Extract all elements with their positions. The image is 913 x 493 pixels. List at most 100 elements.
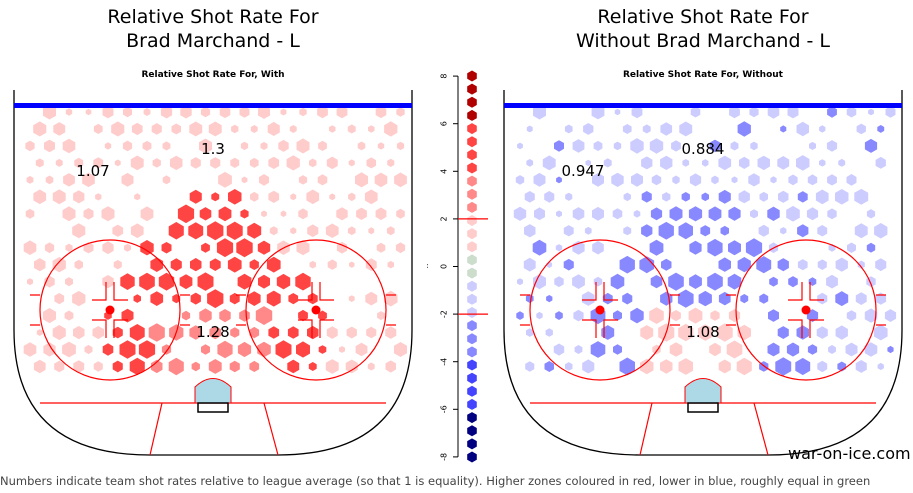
blue-line bbox=[504, 103, 902, 108]
legend-swatch bbox=[467, 346, 477, 358]
hex-bin bbox=[199, 138, 212, 154]
hex-bin bbox=[678, 358, 693, 375]
hex-bin bbox=[43, 308, 56, 324]
hex-bin bbox=[613, 141, 622, 151]
hex-bin bbox=[237, 273, 252, 290]
hex-bin bbox=[104, 142, 112, 150]
hex-bin bbox=[641, 156, 653, 170]
boards bbox=[503, 90, 903, 456]
hex-bin bbox=[348, 192, 356, 202]
hex-bin bbox=[250, 125, 258, 133]
hex-bin bbox=[259, 174, 269, 186]
hex-bin bbox=[309, 260, 316, 269]
hex-bin bbox=[280, 108, 287, 116]
hex-bin bbox=[25, 208, 35, 219]
hex-bin bbox=[642, 124, 651, 134]
hex-bin bbox=[817, 259, 827, 270]
hex-bin bbox=[307, 325, 319, 340]
hex-bin bbox=[738, 190, 750, 204]
hex-bin bbox=[678, 222, 693, 240]
hex-bin bbox=[536, 311, 543, 320]
hex-bin bbox=[707, 238, 723, 257]
hex-bin bbox=[641, 224, 653, 238]
hex-bin bbox=[847, 242, 856, 253]
hex-bin bbox=[807, 344, 818, 355]
hex-bin bbox=[112, 224, 124, 237]
legend-swatch bbox=[467, 109, 477, 121]
hex-bin bbox=[130, 155, 144, 171]
hex-bin bbox=[377, 142, 385, 150]
hex-bin bbox=[218, 206, 232, 222]
hex-bin bbox=[702, 159, 709, 167]
hex-bin bbox=[708, 206, 722, 222]
hex-bin bbox=[102, 105, 114, 119]
hex-bin bbox=[93, 157, 104, 169]
goal-net bbox=[687, 402, 719, 413]
hex-bin bbox=[720, 225, 729, 236]
hex-bin bbox=[365, 258, 377, 271]
legend-swatch bbox=[467, 333, 477, 345]
hex-bin bbox=[236, 238, 253, 258]
hex-bin bbox=[660, 359, 673, 374]
hex-bin bbox=[52, 257, 66, 273]
hex-bin bbox=[574, 345, 583, 354]
hex-bin bbox=[240, 209, 249, 219]
hex-bin bbox=[689, 274, 702, 289]
hex-bin bbox=[806, 207, 819, 221]
hex-bin bbox=[623, 192, 631, 202]
hex-bin bbox=[44, 139, 55, 153]
hex-bin bbox=[631, 105, 643, 119]
hex-bin bbox=[688, 307, 703, 324]
hex-bin bbox=[62, 138, 76, 154]
hex-bin bbox=[261, 210, 267, 218]
hex-bin bbox=[230, 327, 240, 338]
hex-bin bbox=[386, 226, 395, 236]
zone-label-point: 1.3 bbox=[201, 140, 225, 158]
legend-swatch bbox=[467, 385, 477, 397]
legend-swatch bbox=[467, 188, 477, 200]
hex-bin bbox=[778, 190, 789, 203]
hex-bin bbox=[114, 159, 121, 167]
hex-bin bbox=[142, 140, 152, 151]
hex-bin bbox=[690, 106, 701, 118]
hex-bin bbox=[718, 155, 732, 171]
hex-bin bbox=[815, 189, 829, 205]
hex-bin bbox=[268, 156, 280, 169]
hex-bin bbox=[211, 192, 220, 202]
hex-bin bbox=[610, 273, 625, 290]
legend-swatch bbox=[467, 215, 477, 226]
hex-bin bbox=[729, 105, 740, 119]
legend-swatch bbox=[467, 280, 477, 292]
legend-swatch bbox=[467, 162, 477, 174]
hex-bin bbox=[140, 240, 154, 256]
hex-bin bbox=[200, 106, 211, 118]
hex-bin bbox=[545, 328, 553, 337]
hex-bin bbox=[239, 309, 250, 322]
hex-bin bbox=[582, 359, 595, 374]
hex-bin bbox=[613, 310, 622, 321]
goal-crease bbox=[684, 378, 722, 404]
hex-bin bbox=[287, 326, 299, 339]
hex-bin bbox=[83, 208, 94, 220]
hex-bin bbox=[269, 226, 278, 236]
hex-bin bbox=[845, 342, 858, 357]
hex-bin bbox=[168, 222, 184, 240]
hex-bin bbox=[796, 155, 810, 171]
hex-bin bbox=[826, 140, 838, 152]
hex-bin bbox=[728, 206, 741, 221]
hex-bin bbox=[345, 359, 358, 374]
legend-tick-label: -4 bbox=[440, 358, 449, 366]
hex-bin bbox=[366, 326, 377, 339]
faceoff-circle bbox=[735, 239, 877, 381]
hex-bin bbox=[92, 326, 104, 340]
hex-bin bbox=[52, 325, 66, 341]
hex-bin bbox=[809, 141, 816, 150]
hex-bin bbox=[318, 140, 327, 151]
hex-bin bbox=[307, 292, 318, 305]
hex-bin bbox=[288, 293, 299, 305]
zone-label-left-wing: 0.947 bbox=[562, 162, 605, 180]
hex-bin bbox=[129, 324, 145, 342]
hex-bin bbox=[375, 207, 387, 221]
legend-swatch bbox=[467, 201, 477, 213]
hex-bin bbox=[542, 155, 556, 171]
